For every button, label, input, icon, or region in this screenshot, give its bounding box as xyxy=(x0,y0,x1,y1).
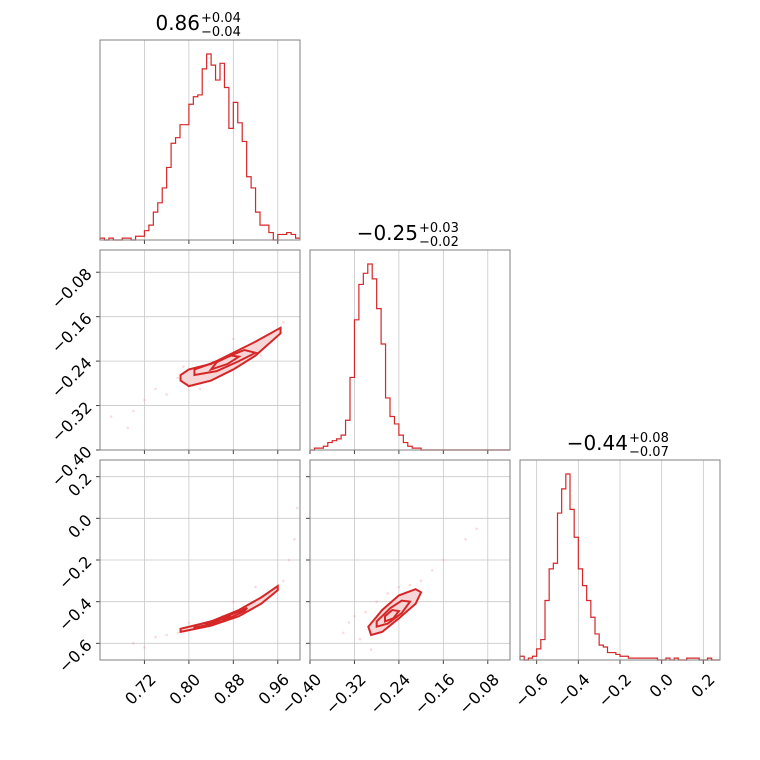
axes-frame xyxy=(99,39,301,241)
sample-point xyxy=(364,610,367,614)
x-tick-label: −0.6 xyxy=(511,670,552,711)
pair-panel-0-1: −0.40−0.32−0.24−0.16−0.08 xyxy=(48,249,301,490)
density-contour xyxy=(375,599,412,628)
pair-panel-0-2: −0.6−0.4−0.20.00.20.72 0.80 0.88 0.96 xyxy=(55,459,301,709)
sample-point xyxy=(464,537,467,541)
title-param-2: −0.44 +0.08 −0.07 xyxy=(567,431,669,460)
sample-point xyxy=(143,398,146,402)
title-median: −0.25 xyxy=(357,221,418,245)
sample-point xyxy=(132,642,135,645)
sample-point xyxy=(295,506,299,510)
y-tick-label: −0.2 xyxy=(55,552,96,593)
sample-point xyxy=(442,558,445,562)
sample-point xyxy=(342,631,345,635)
sample-point xyxy=(126,426,130,430)
sample-point xyxy=(176,631,180,635)
title-plus: +0.04 xyxy=(201,11,241,26)
axes-frame xyxy=(519,459,721,661)
x-tick-label: −0.16 xyxy=(411,670,459,718)
hist-panel-0 xyxy=(99,39,301,244)
sample-point xyxy=(375,600,378,603)
sample-point xyxy=(132,409,135,413)
y-tick-label: −0.6 xyxy=(55,636,96,677)
axes-frame xyxy=(99,249,301,451)
axes-frame xyxy=(309,459,511,661)
sample-point xyxy=(154,387,157,391)
sample-point xyxy=(475,527,478,531)
sample-point xyxy=(143,646,146,649)
x-tick-label: 0.0 xyxy=(646,670,677,701)
sample-point xyxy=(187,621,191,624)
title-median: −0.44 xyxy=(567,431,628,455)
sample-point xyxy=(254,585,257,589)
y-tick-label: −0.08 xyxy=(48,264,96,312)
sample-point xyxy=(347,621,351,624)
x-tick-label: −0.2 xyxy=(594,670,635,711)
sample-point xyxy=(282,579,285,583)
title-param-1: −0.25 +0.03 −0.02 xyxy=(357,221,459,250)
sample-point xyxy=(369,648,373,651)
histogram-line xyxy=(310,263,510,451)
sample-point xyxy=(397,585,401,589)
density-contour xyxy=(193,348,259,377)
sample-point xyxy=(232,600,235,603)
density-contour xyxy=(193,606,248,629)
y-tick-label: 0.0 xyxy=(64,511,95,542)
sample-point xyxy=(165,633,168,637)
x-tick-label: 0.72 xyxy=(121,670,160,709)
title-minus: −0.02 xyxy=(419,235,459,250)
y-tick-label: −0.24 xyxy=(48,353,96,401)
x-tick-label: 0.80 xyxy=(166,670,205,709)
sample-point xyxy=(386,592,390,595)
sample-point xyxy=(358,637,362,641)
axes-frame xyxy=(309,249,511,451)
title-plus: +0.08 xyxy=(629,431,669,446)
sample-point xyxy=(419,579,423,583)
x-tick-label: −0.4 xyxy=(553,670,594,711)
histogram-line xyxy=(99,53,300,241)
density-contour xyxy=(384,608,401,623)
sample-point xyxy=(176,376,180,380)
hist-panel-2: −0.6 −0.4 −0.2 0.0 0.2 xyxy=(511,459,721,711)
sample-point xyxy=(232,337,235,341)
density-contour xyxy=(204,614,232,626)
title-minus: −0.04 xyxy=(201,25,241,40)
x-tick-label: 0.2 xyxy=(687,670,718,701)
density-contour xyxy=(179,326,282,388)
title-plus: +0.03 xyxy=(419,221,459,236)
sample-point xyxy=(109,415,113,418)
density-contour-fill xyxy=(368,589,422,635)
x-tick-label: −0.08 xyxy=(455,670,503,718)
sample-point xyxy=(408,583,412,587)
sample-point xyxy=(293,537,296,541)
sample-point xyxy=(198,387,202,391)
density-contour xyxy=(208,354,242,372)
y-tick-label: −0.4 xyxy=(55,594,96,635)
sample-point xyxy=(287,558,291,562)
x-tick-label: −0.24 xyxy=(366,670,414,718)
sample-point xyxy=(430,569,434,572)
sample-point xyxy=(154,635,157,639)
x-tick-label: 0.88 xyxy=(210,670,249,709)
sample-point xyxy=(259,354,263,357)
density-contour xyxy=(367,588,423,637)
sample-point xyxy=(165,393,168,396)
title-minus: −0.07 xyxy=(629,445,669,460)
hist-panel-1 xyxy=(309,249,511,454)
y-tick-label: −0.32 xyxy=(48,398,96,446)
x-tick-label: −0.32 xyxy=(322,670,370,718)
title-median: 0.86 xyxy=(155,11,200,35)
pair-panel-1-2: −0.40−0.32−0.24−0.16−0.08 xyxy=(277,459,511,718)
sample-point xyxy=(353,614,356,618)
sample-point xyxy=(282,320,285,324)
axes-frame xyxy=(99,459,301,661)
y-tick-label: −0.16 xyxy=(48,309,96,357)
sample-point xyxy=(182,365,185,368)
title-param-0: 0.86 +0.04 −0.04 xyxy=(155,11,240,40)
